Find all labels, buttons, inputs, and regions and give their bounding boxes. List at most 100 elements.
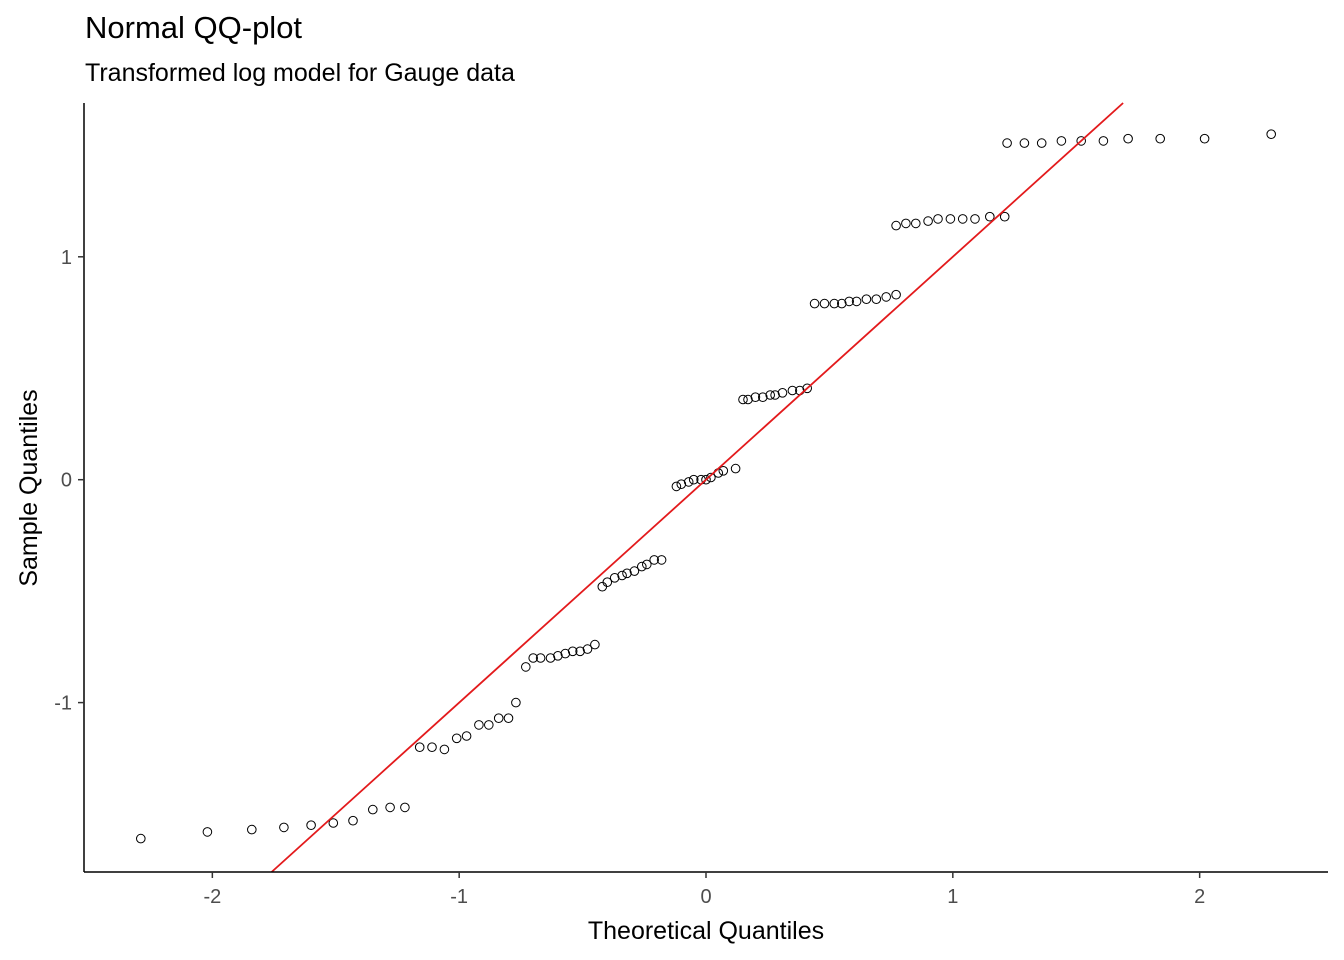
data-point [511,697,521,708]
x-tick-label: 1 [947,886,958,908]
x-axis-ticks: -2 -1 0 1 2 [203,872,1205,908]
data-point [706,472,716,483]
data-point [385,802,395,813]
data-point [414,742,425,753]
data-point [676,479,687,490]
data-point [713,468,724,478]
data-point [1266,129,1276,139]
data-point [1056,136,1067,146]
data-point [787,385,798,396]
data-point [851,296,862,307]
data-point [1199,133,1210,144]
data-point [837,298,847,309]
data-point [861,294,872,305]
data-point [602,577,613,588]
data-point [503,713,514,724]
data-point [1123,133,1133,144]
data-point [923,216,933,226]
data-point [819,298,830,309]
data-point [582,644,593,654]
data-point [493,713,504,724]
data-point [521,662,531,672]
reference-line-group [270,102,1124,873]
x-tick-label: 0 [700,886,711,908]
data-point [881,292,892,302]
x-tick-label: -2 [203,886,221,908]
data-point [809,298,820,309]
data-point [985,211,995,222]
data-point [999,211,1010,222]
data-point [247,824,257,835]
data-point [528,653,539,663]
data-point [1155,133,1165,144]
x-tick-label: -1 [450,886,468,908]
x-axis-title: Theoretical Quantiles [588,917,824,945]
data-point [400,802,410,813]
data-point [609,573,620,583]
data-point [891,220,901,231]
data-point [750,392,761,403]
data-point [474,720,484,730]
data-point [1076,136,1086,146]
data-point [597,581,608,592]
data-point [656,555,667,565]
chart-title: Normal QQ-plot [85,10,303,45]
data-point [642,559,652,570]
data-point [758,392,768,403]
data-point [1019,138,1030,148]
data-point [911,218,921,229]
data-point [545,653,556,663]
data-point [590,639,600,650]
y-axis-ticks: -1 0 1 [54,247,84,715]
data-point [622,568,632,579]
chart-subtitle: Transformed log model for Gauge data [85,59,515,87]
data-point [770,390,780,400]
data-point [701,474,711,485]
data-point [427,742,437,753]
data-point [829,298,840,309]
data-point [649,555,660,565]
reference-line [270,102,1124,873]
data-point [629,566,640,576]
data-point [1036,138,1047,148]
data-point [368,804,378,815]
data-point [844,296,855,307]
data-point [933,214,943,224]
data-point [451,733,462,744]
y-axis-title: Sample Quantiles [15,389,43,586]
data-point [279,822,289,833]
data-point [683,477,694,487]
data-points [136,129,1276,844]
data-point [1002,138,1012,148]
data-point [970,214,980,224]
y-tick-label: 0 [61,470,72,492]
data-point [743,394,753,405]
data-point [306,820,316,831]
data-point [202,827,213,837]
data-point [1098,136,1109,146]
data-point [535,653,546,663]
data-point [553,651,563,661]
data-point [718,466,729,476]
data-point [567,646,578,657]
data-point [348,815,358,826]
data-point [688,474,699,485]
data-point [328,818,339,828]
data-point [945,214,956,224]
data-point [730,463,741,474]
data-point [560,648,571,659]
data-point [901,218,911,229]
data-point [461,731,472,741]
data-point [575,646,585,657]
data-point [738,394,748,405]
data-point [136,833,146,844]
data-point [802,383,813,394]
data-point [765,390,776,400]
data-point [484,720,494,730]
data-point [957,214,968,224]
data-point [777,388,788,398]
x-tick-label: 2 [1194,886,1205,908]
data-point [637,561,647,572]
data-point [891,289,901,300]
